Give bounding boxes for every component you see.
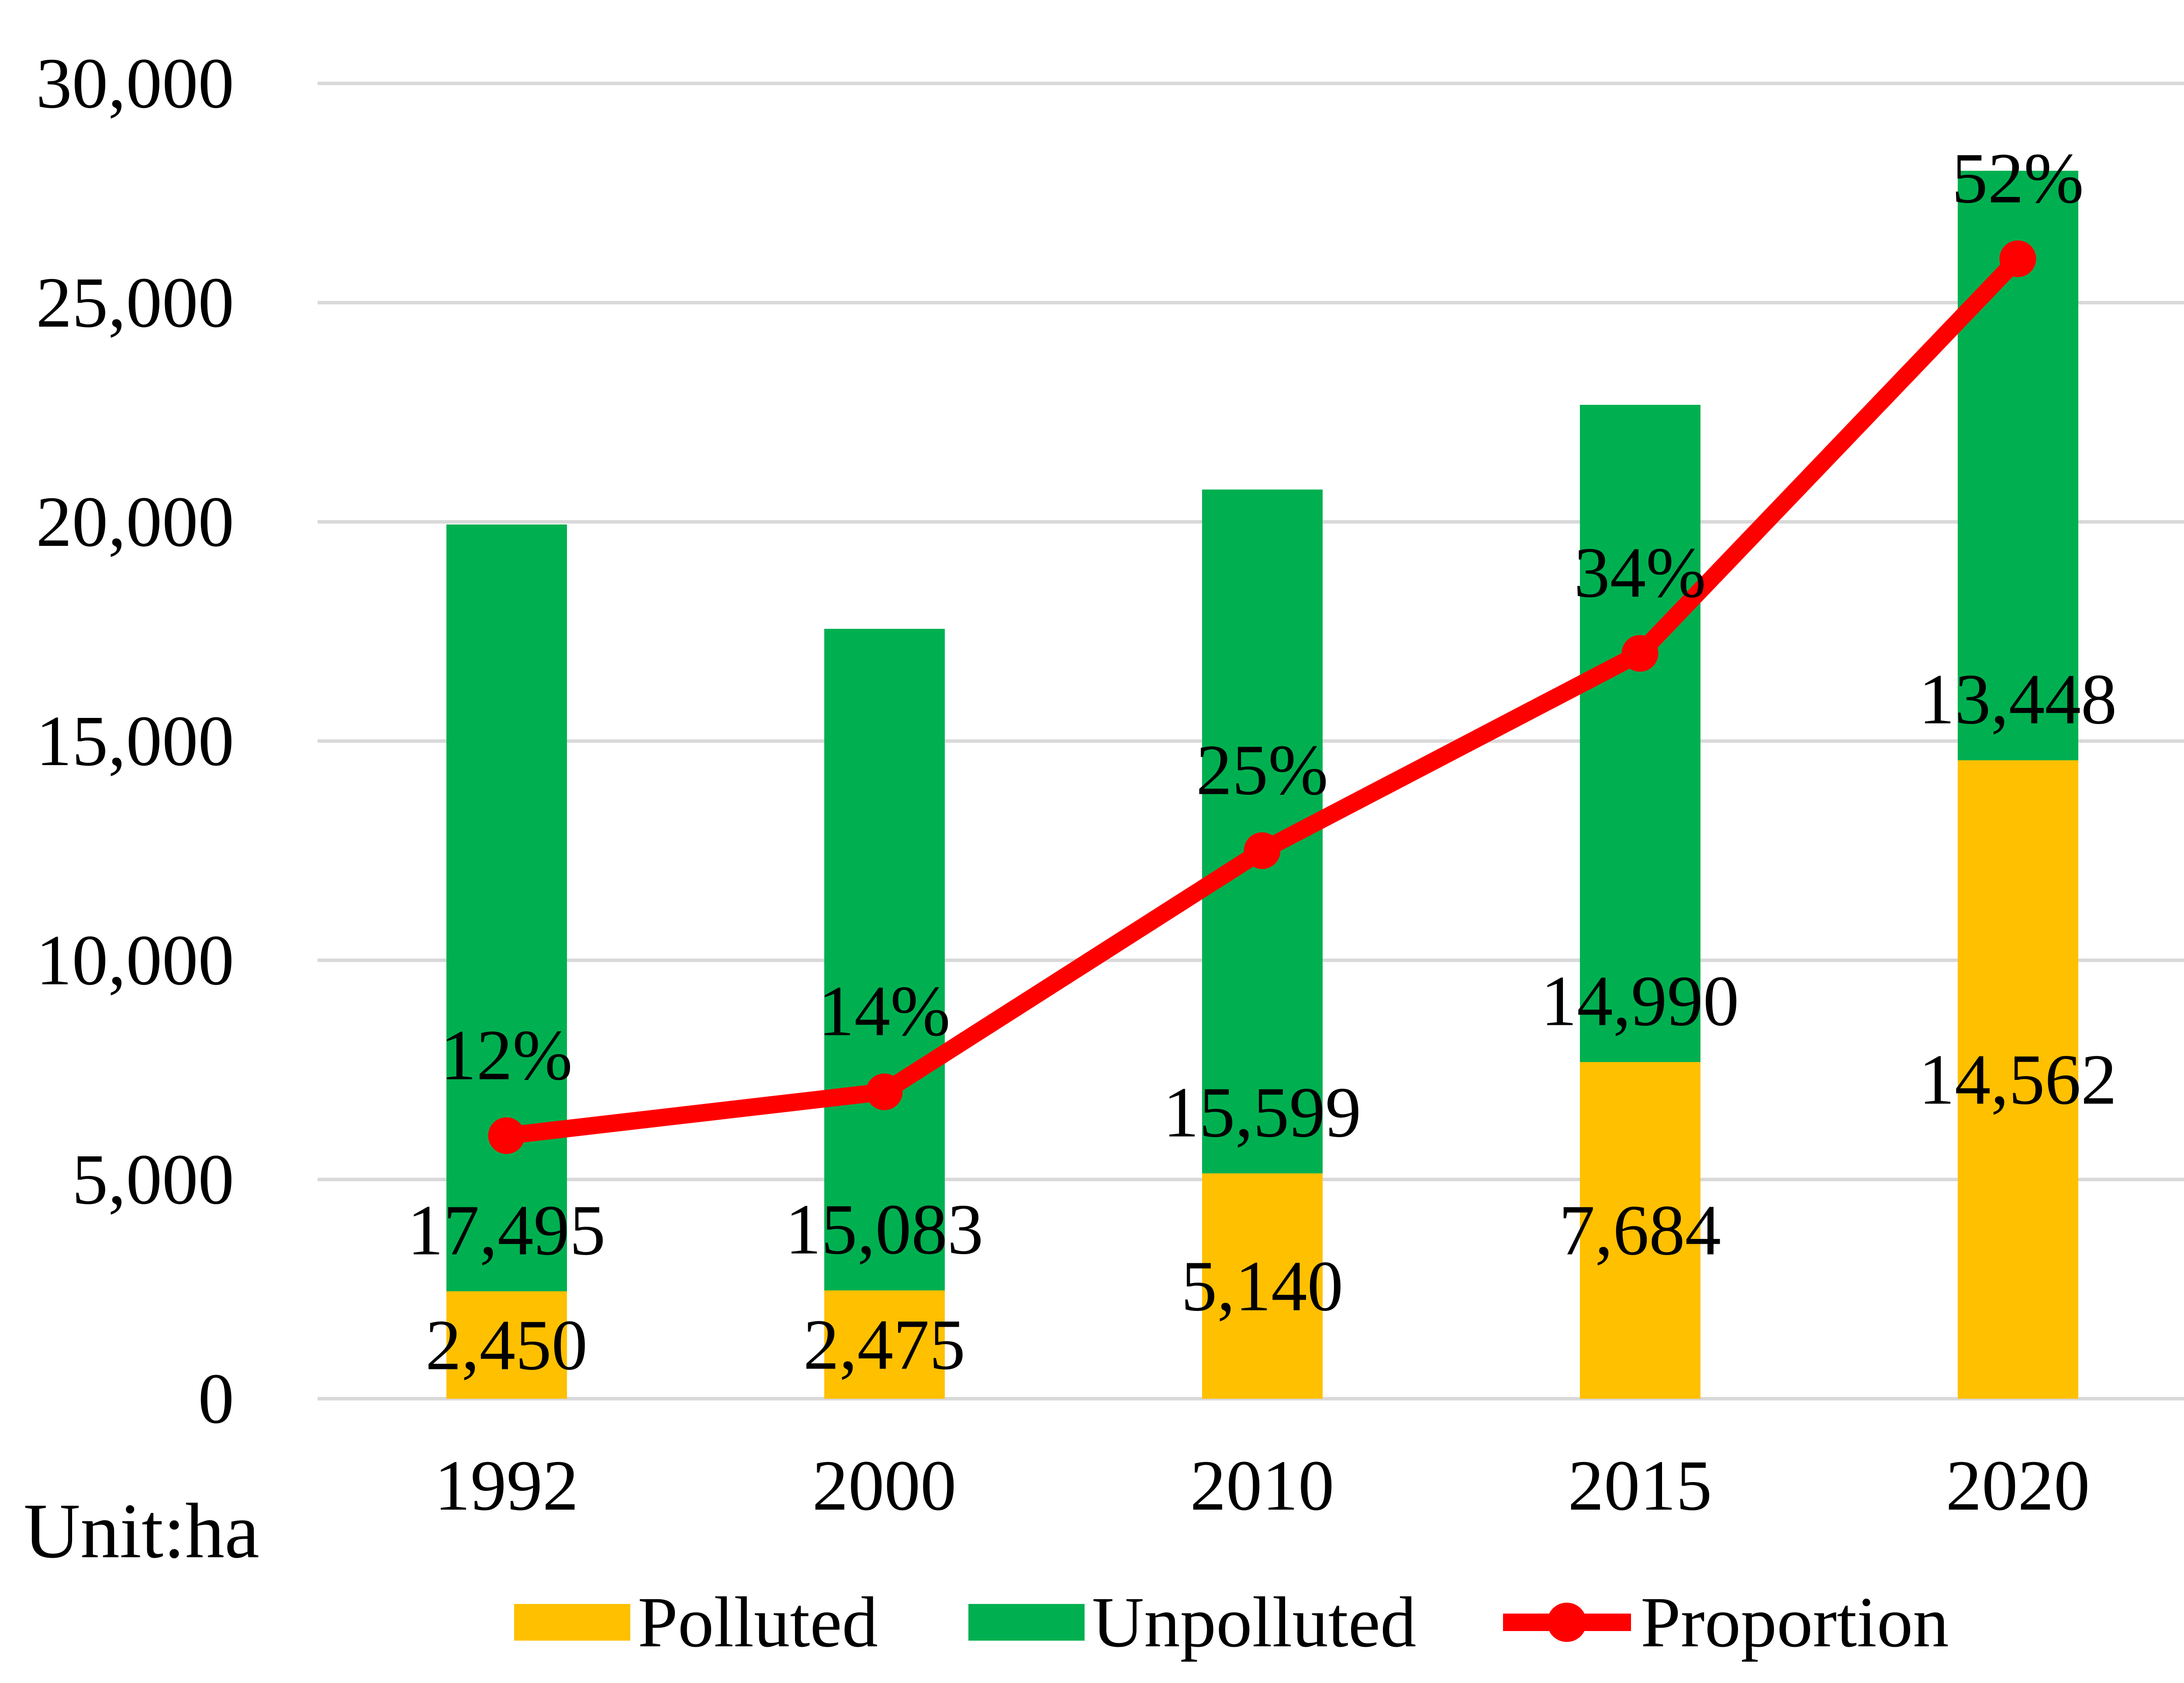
bar-segment-polluted-2010 xyxy=(1202,1173,1323,1399)
bar-segment-polluted-2015 xyxy=(1579,1062,1700,1399)
data-label-proportion-1992: 12% xyxy=(440,1014,573,1095)
polluted-swatch-icon xyxy=(514,1604,630,1641)
year-label-2020: 2020 xyxy=(1946,1445,2090,1525)
bar-segment-polluted-2020 xyxy=(1957,760,2078,1399)
data-label-unpolluted-1992: 17,495 xyxy=(407,1190,606,1270)
bar-segment-polluted-2000 xyxy=(824,1290,945,1399)
proportion-line xyxy=(498,250,2027,1145)
data-label-proportion-2010: 25% xyxy=(1196,730,1328,810)
tick-left-5000: 5,000 xyxy=(72,1139,234,1219)
data-label-unpolluted-2000: 15,083 xyxy=(785,1189,984,1269)
bar-segment-unpolluted-1992 xyxy=(446,524,567,1291)
data-label-proportion-2000: 14% xyxy=(818,971,950,1051)
data-label-polluted-2000: 2,475 xyxy=(803,1304,966,1385)
year-label-2000: 2000 xyxy=(812,1445,957,1525)
data-label-polluted-2020: 14,562 xyxy=(1918,1039,2117,1120)
tick-left-10000: 10,000 xyxy=(36,920,234,1000)
proportion-point-2020 xyxy=(1999,240,2036,277)
tick-left-0: 0 xyxy=(198,1359,235,1438)
proportion-point-2000 xyxy=(866,1073,903,1111)
bar-segment-polluted-1992 xyxy=(446,1291,567,1399)
legend-label-proportion: Proportion xyxy=(1641,1582,1949,1662)
unpolluted-swatch-icon xyxy=(968,1604,1085,1641)
gridline-30000 xyxy=(318,82,2184,85)
unit-label: Unit:ha xyxy=(24,1487,259,1574)
proportion-point-2015 xyxy=(1621,635,1659,672)
data-label-unpolluted-2015: 14,990 xyxy=(1541,960,1739,1041)
data-label-unpolluted-2010: 15,599 xyxy=(1163,1072,1362,1152)
year-label-2015: 2015 xyxy=(1568,1445,1712,1525)
gridline-0 xyxy=(318,1397,2184,1400)
tick-left-30000: 30,000 xyxy=(36,43,234,123)
year-label-2010: 2010 xyxy=(1190,1445,1334,1525)
data-label-polluted-1992: 2,450 xyxy=(425,1305,588,1385)
proportion-line-icon xyxy=(1503,1603,1631,1642)
tick-left-25000: 25,000 xyxy=(36,262,234,342)
data-label-proportion-2015: 34% xyxy=(1574,532,1706,613)
gridline-25000 xyxy=(318,301,2184,304)
bar-segment-unpolluted-2015 xyxy=(1579,404,1700,1062)
data-label-polluted-2010: 5,140 xyxy=(1181,1246,1344,1326)
tick-left-15000: 15,000 xyxy=(36,701,234,781)
legend-label-polluted: Polluted xyxy=(638,1582,878,1662)
proportion-point-2010 xyxy=(1244,832,1281,869)
data-label-unpolluted-2020: 13,448 xyxy=(1918,659,2117,739)
bar-segment-unpolluted-2000 xyxy=(824,629,945,1290)
data-label-polluted-2015: 7,684 xyxy=(1559,1190,1721,1270)
tick-left-20000: 20,000 xyxy=(36,482,234,562)
data-label-proportion-2020: 52% xyxy=(1952,138,2084,218)
legend-label-unpolluted: Unpolluted xyxy=(1092,1582,1417,1662)
proportion-point-1992 xyxy=(488,1117,525,1154)
year-label-1992: 1992 xyxy=(434,1445,579,1525)
